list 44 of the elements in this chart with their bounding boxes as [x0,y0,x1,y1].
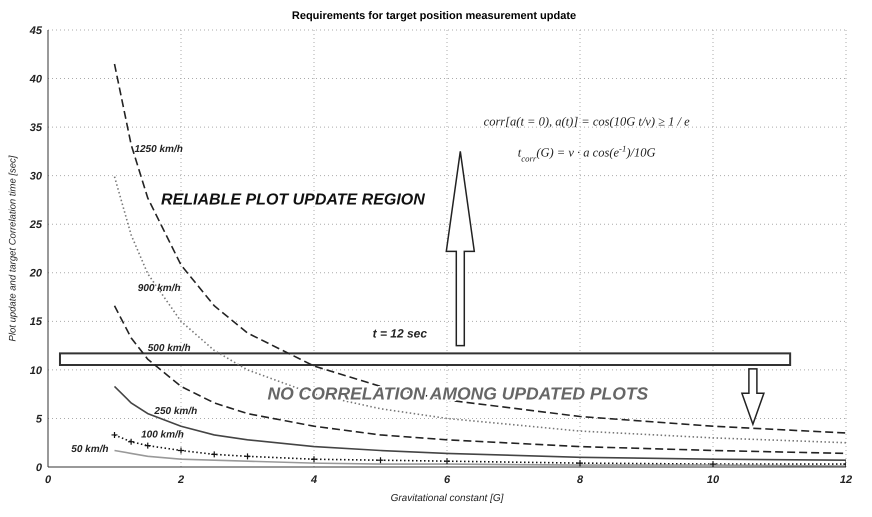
y-tick-label: 35 [30,122,43,134]
y-tick-label: 0 [36,462,43,474]
point [709,460,717,467]
y-tick-label: 40 [28,73,43,86]
point [376,456,384,464]
line-series [114,450,846,467]
y-tick-label: 30 [30,170,43,183]
point [244,452,252,460]
x-tick-label: 10 [706,474,720,486]
point [128,438,135,446]
point [443,458,451,465]
annotation: 900 km/h [138,282,181,294]
point [110,431,118,439]
x-tick-label: 2 [176,474,184,486]
annotation: 50 km/h [71,444,109,456]
y-axis-title: Plot update and target Correlation time [sec] [7,155,18,342]
line-series [114,176,846,444]
x-tick-label: 8 [576,474,584,486]
point [177,446,185,454]
x-axis-title: Gravitational constant [G] [390,493,504,504]
annotation: 100 km/h [141,429,184,440]
x-tick-label: 12 [840,474,852,486]
x-tick-label: 0 [44,474,52,486]
line-series [114,304,846,454]
band-label: t = 12 sec [372,326,428,340]
point [576,460,584,467]
x-tick-label: 4 [310,474,318,486]
annotation: 250 km/h [153,406,198,418]
line-series [114,386,846,461]
annotation: 1250 km/h [134,144,183,155]
point [144,442,152,450]
annotation: 500 km/h [148,343,191,354]
annotation: RELIABLE PLOT UPDATE REGION [161,192,426,209]
annotation: corr[a(t = 0), a(t)] = cos(10G t/v) ≥ 1 / e [484,114,690,129]
chart-title: Requirements for target position measurement update [290,9,578,24]
y-tick-label: 15 [30,316,43,328]
point [210,450,218,458]
y-tick-label: 20 [28,268,43,280]
y-tick-label: 5 [36,413,43,426]
y-tick-label: 10 [30,364,43,377]
y-tick-label: 45 [28,24,43,37]
y-tick-label: 25 [28,219,43,232]
annotation: t$_{corr}$(G) = v · a cos(e$^{-1}$)/10G [518,144,656,164]
x-tick-label: 6 [444,474,451,486]
